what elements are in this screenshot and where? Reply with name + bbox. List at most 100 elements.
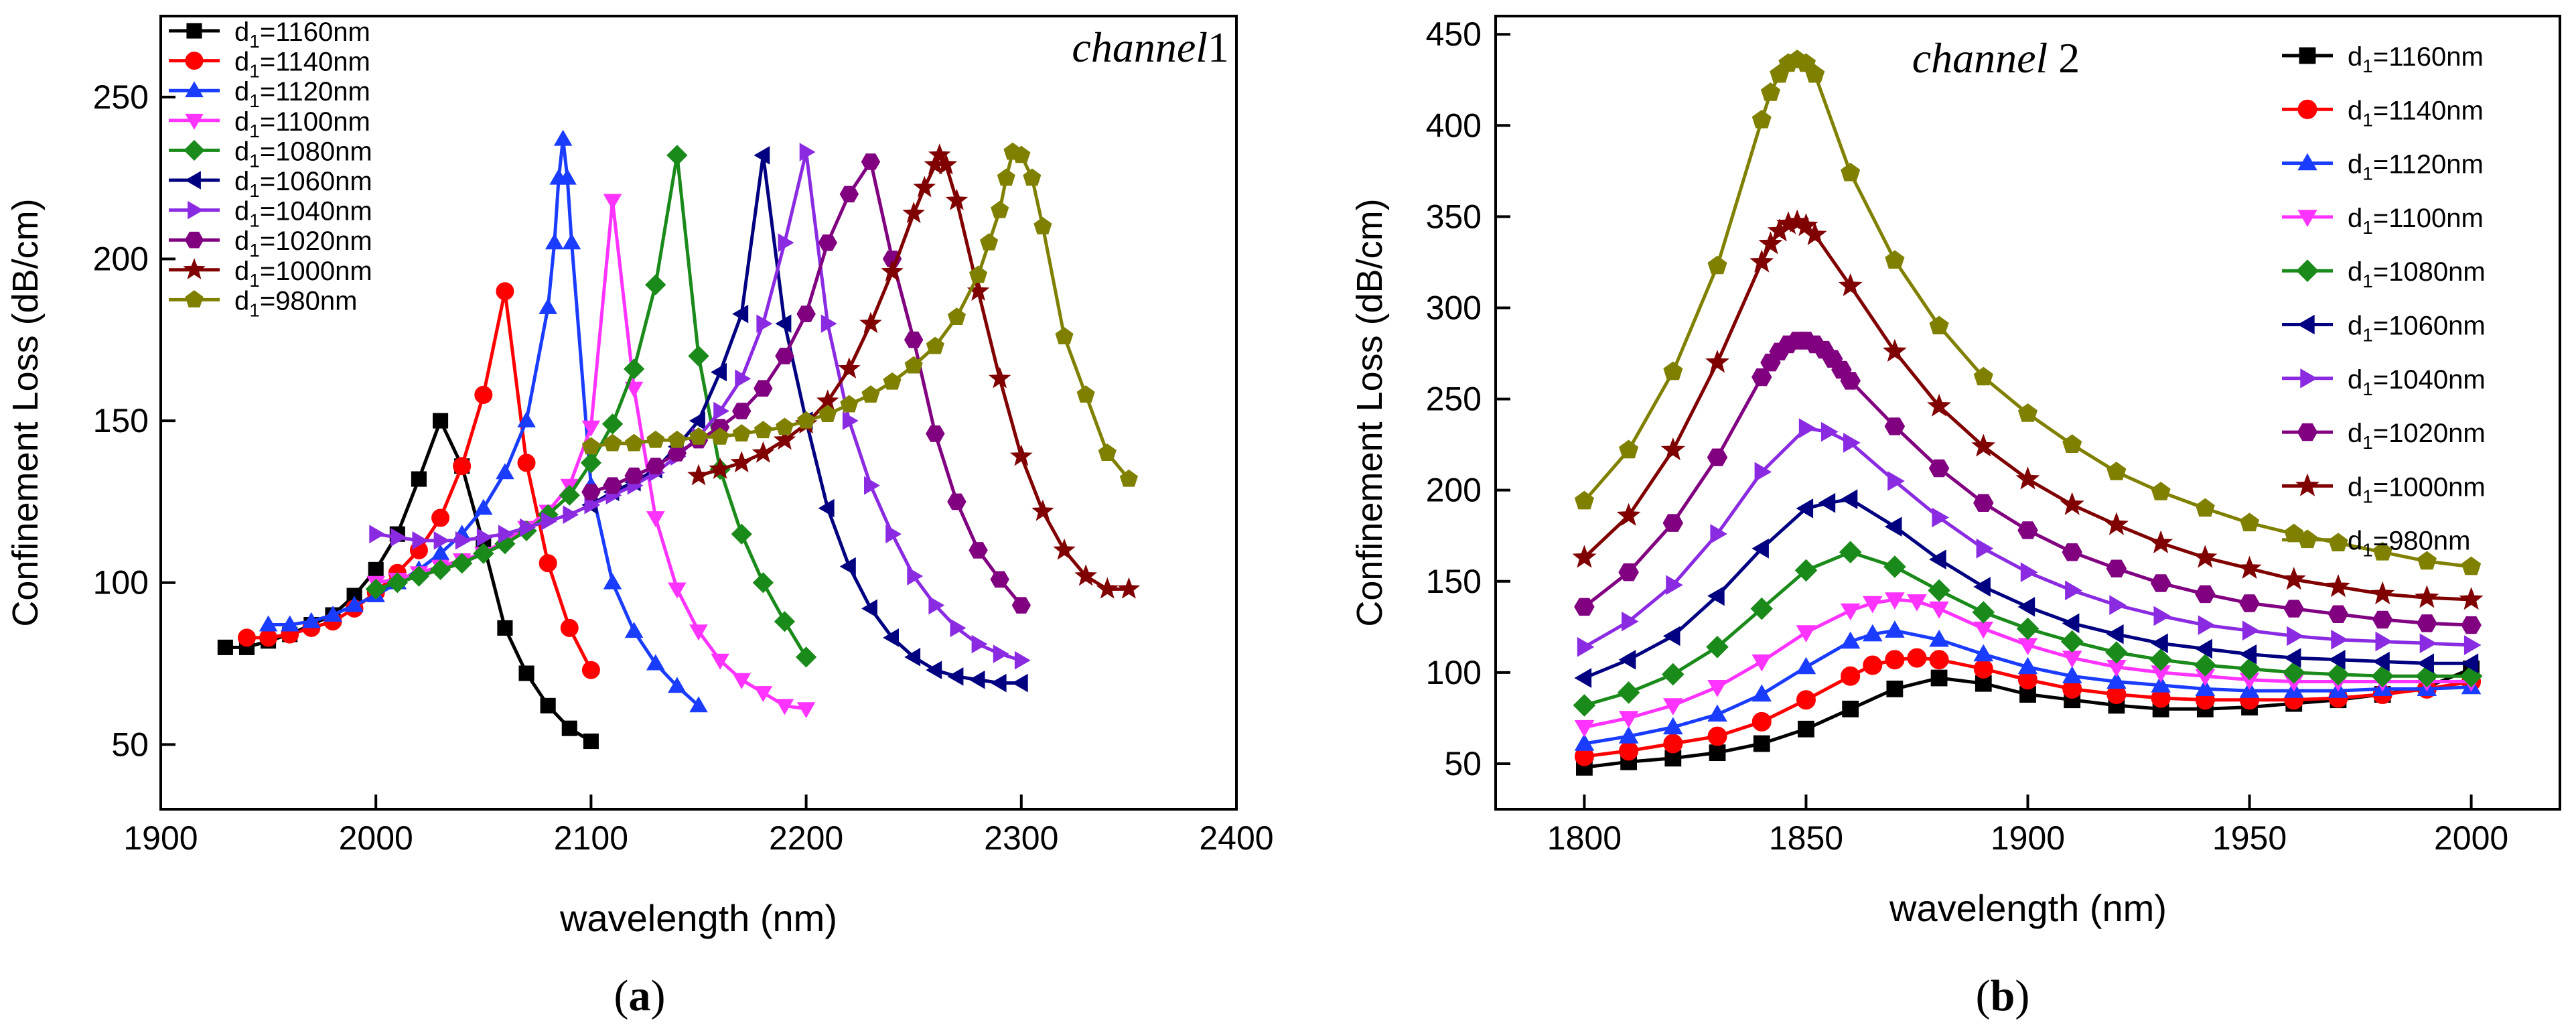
legend-label-main: d — [2348, 527, 2362, 556]
legend-label-rest: =1060nm — [260, 167, 372, 196]
series-d1-1060nm-point — [1011, 673, 1028, 693]
panel-b-title-number: 2 — [2058, 34, 2080, 82]
series-d1-1000nm-point — [1882, 338, 1907, 362]
series-d1-1060nm-point — [1884, 517, 1902, 537]
series-d1-1000nm-point — [1117, 577, 1141, 599]
series-d1-1160nm-point — [497, 620, 513, 636]
series-d1-1120nm-point — [539, 297, 557, 314]
series-d1-1020nm-point — [732, 403, 752, 419]
legend-label-rest: =1120nm — [260, 77, 370, 107]
y-tick-label: 150 — [93, 402, 149, 439]
series-d1-1000nm-point — [730, 451, 754, 473]
legend-label-main: d — [2348, 312, 2362, 341]
series-d1-1060nm-point — [1973, 577, 1991, 597]
series-d1-1040nm-point — [1820, 421, 1839, 442]
panel-a-caption-close: ) — [651, 971, 666, 1020]
series-d1-1020nm-point — [1840, 372, 1861, 390]
series-d1-1000nm-point — [934, 153, 958, 175]
series-d1-980nm-point — [1023, 168, 1042, 186]
panel-b-chart: 1800 1850 1900 1950 2000 50 100 150 200 250 300 350… — [1350, 15, 2561, 1020]
series-d1-980nm-point — [625, 433, 644, 452]
series-d1-1000nm-point — [945, 188, 969, 210]
series-d1-980nm-point — [1885, 250, 1905, 269]
panel-b-caption: (b) — [1976, 971, 2030, 1020]
y-tick-label: 250 — [93, 78, 149, 116]
series-d1-1100nm-point — [1840, 603, 1861, 621]
panel-a-ticks — [159, 95, 1238, 809]
legend-label-rest: =1060nm — [2373, 312, 2486, 341]
series-d1-1140nm-point — [517, 454, 536, 472]
series-d1-1000nm-point — [2237, 555, 2262, 579]
series-d1-1060nm-point — [711, 362, 727, 382]
x-tick-label: 1900 — [123, 819, 198, 857]
series-d1-1100nm-point — [1663, 698, 1683, 715]
series-d1-1060nm-point — [904, 648, 921, 667]
series-d1-1060nm-point — [732, 304, 749, 324]
legend-entry: d1=1100nm — [2282, 204, 2484, 238]
series-d1-1060nm-point — [1840, 489, 1858, 510]
legend-swatch-marker — [2297, 99, 2317, 119]
series-d1-1120nm-point — [2106, 671, 2127, 689]
legend-label-rest: =1000nm — [2373, 472, 2486, 502]
series-d1-980nm-point — [2417, 551, 2437, 570]
series-d1-980nm-point — [1574, 490, 1594, 510]
series-d1-1000nm — [1572, 209, 2484, 610]
legend-label-rest: =1040nm — [2373, 365, 2486, 395]
legend-entry: d1=1160nm — [169, 17, 370, 52]
series-d1-1100nm-point — [1907, 594, 1927, 612]
series-d1-1080nm-point — [1794, 559, 1818, 582]
series-d1-1040nm-point — [820, 314, 837, 333]
series-d1-1040nm-point — [907, 567, 924, 586]
legend-label: d1=1120nm — [2348, 150, 2484, 184]
series-d1-1080nm-point — [1573, 694, 1596, 717]
series-d1-1140nm-point — [581, 661, 600, 679]
series-d1-1060nm-line — [1583, 497, 2472, 680]
series-d1-1020nm-point — [1973, 494, 1994, 512]
legend-label: d1=1020nm — [234, 226, 372, 261]
series-d1-1060nm-point — [2195, 638, 2212, 659]
series-d1-1020nm-point — [2017, 521, 2038, 539]
series-d1-1140nm-point — [1907, 648, 1927, 668]
series-d1-1020nm-point — [969, 542, 988, 559]
series-d1-1160nm-point — [1753, 735, 1770, 752]
legend-label: d1=1080nm — [2348, 257, 2486, 291]
series-d1-1140nm-point — [237, 628, 256, 647]
series-d1-1080nm-point — [688, 345, 709, 367]
series-d1-1040nm-point — [993, 644, 1009, 663]
series-d1-1100nm-point — [581, 420, 601, 437]
panel-b-series-group — [1572, 49, 2484, 776]
series-d1-1060nm-point — [1707, 586, 1725, 606]
series-d1-1040nm-line — [1583, 426, 2472, 648]
y-tick-label: 50 — [1444, 745, 1482, 782]
series-d1-1080nm-point — [2282, 661, 2305, 684]
series-d1-1100nm-point — [1751, 654, 1772, 672]
series-d1-1040nm-point — [1622, 611, 1639, 632]
series-d1-1160nm-point — [433, 413, 449, 429]
legend-label-sub: 1 — [2362, 432, 2373, 453]
legend-label: d1=1160nm — [234, 17, 370, 52]
panel-a-xlabel: wavelength (nm) — [559, 897, 837, 939]
series-d1-1120nm — [1574, 620, 2482, 751]
series-d1-1020nm-point — [1618, 563, 1639, 581]
series-d1-980nm-point — [1663, 361, 1683, 381]
series-d1-1040nm-point — [778, 233, 794, 253]
series-d1-1060nm-point — [2461, 653, 2479, 674]
series-d1-1060nm-point — [883, 628, 899, 647]
x-tick-label: 2300 — [984, 819, 1058, 857]
panel-b-xlabel: wavelength (nm) — [1889, 887, 2167, 929]
series-d1-1040nm-point — [950, 618, 967, 638]
series-d1-1020nm-point — [2195, 585, 2216, 604]
legend-entry: d1=1120nm — [169, 77, 370, 111]
legend-label-main: d — [234, 107, 249, 137]
series-d1-1000nm-point — [1660, 437, 1685, 461]
legend-swatch-marker — [2295, 473, 2319, 496]
series-d1-1060nm-point — [754, 146, 770, 165]
series-d1-1020nm-point — [2150, 574, 2171, 592]
series-d1-1100nm-point — [603, 194, 622, 210]
series-d1-1020nm-point — [1928, 459, 1950, 478]
legend-swatch-marker — [184, 171, 201, 190]
series-d1-1000nm-point — [1802, 222, 1827, 245]
y-tick-label: 400 — [1426, 107, 1482, 144]
series-d1-1120nm-point — [1796, 657, 1816, 675]
series-d1-1000nm-point — [687, 464, 710, 486]
